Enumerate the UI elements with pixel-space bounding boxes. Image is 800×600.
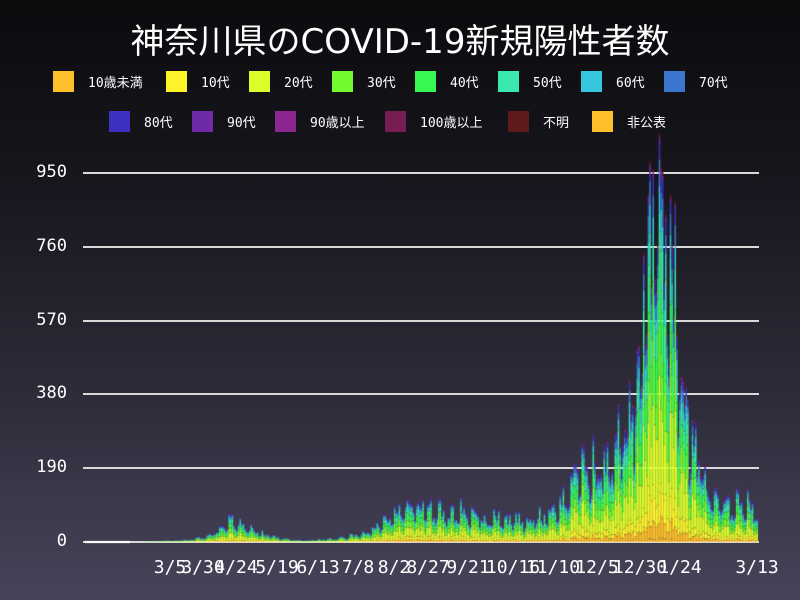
stacked-bar-plot (0, 0, 800, 600)
